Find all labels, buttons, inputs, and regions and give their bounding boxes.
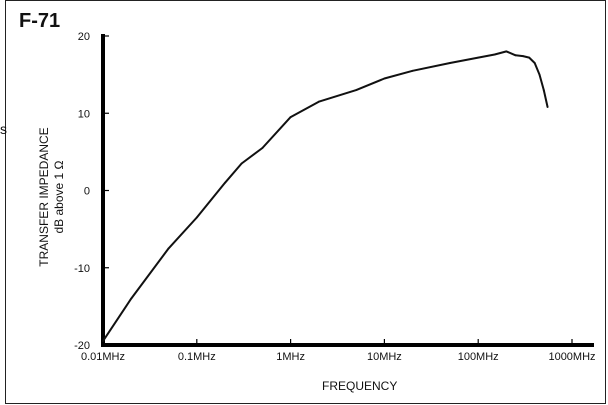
data-point-0-12: [449, 62, 451, 64]
data-point-0-6: [261, 147, 264, 149]
data-point-0-15: [505, 50, 508, 53]
y-tick-label-1: 10: [78, 108, 90, 120]
side-text: s: [0, 121, 7, 137]
data-point-0-7: [289, 116, 292, 118]
data-point-0-0: [102, 340, 104, 342]
x-tick-label-1: 0.1MHz: [178, 351, 216, 363]
series-line-0: [102, 50, 549, 342]
y-tick-label-3: -10: [74, 263, 90, 275]
data-point-0-9: [355, 89, 358, 91]
data-point-0-5: [240, 162, 243, 165]
data-point-0-10: [383, 77, 386, 80]
data-point-0-21: [542, 89, 545, 91]
data-point-0-18: [528, 56, 531, 59]
x-tick-label-5: 1000MHz: [548, 351, 595, 363]
data-point-0-20: [538, 73, 541, 76]
x-tick-label-2: 1MHz: [276, 351, 305, 363]
data-point-0-2: [167, 247, 170, 250]
chart-title: F-71: [19, 10, 61, 32]
y-tick-label-4: -20: [74, 340, 90, 352]
y-tick-label-0: 20: [78, 31, 90, 43]
y-tick-label-2: 0: [84, 186, 90, 198]
data-point-0-8: [317, 100, 320, 103]
data-point-0-17: [522, 55, 524, 57]
x-tick-label-0: 0.01MHz: [81, 351, 125, 363]
data-point-0-4: [224, 181, 226, 184]
figure-frame: [5, 0, 606, 404]
data-point-0-22: [546, 106, 549, 108]
data-point-0-19: [533, 62, 536, 64]
data-point-0-13: [477, 56, 480, 59]
data-point-0-3: [195, 216, 198, 219]
x-tick-label-3: 10MHz: [367, 351, 402, 363]
x-axis-label: FREQUENCY: [322, 379, 398, 393]
data-point-0-14: [493, 53, 496, 56]
x-tick-label-4: 100MHz: [458, 351, 499, 363]
data-point-0-1: [130, 297, 133, 300]
data-point-0-11: [411, 69, 414, 72]
data-point-0-16: [514, 54, 517, 57]
